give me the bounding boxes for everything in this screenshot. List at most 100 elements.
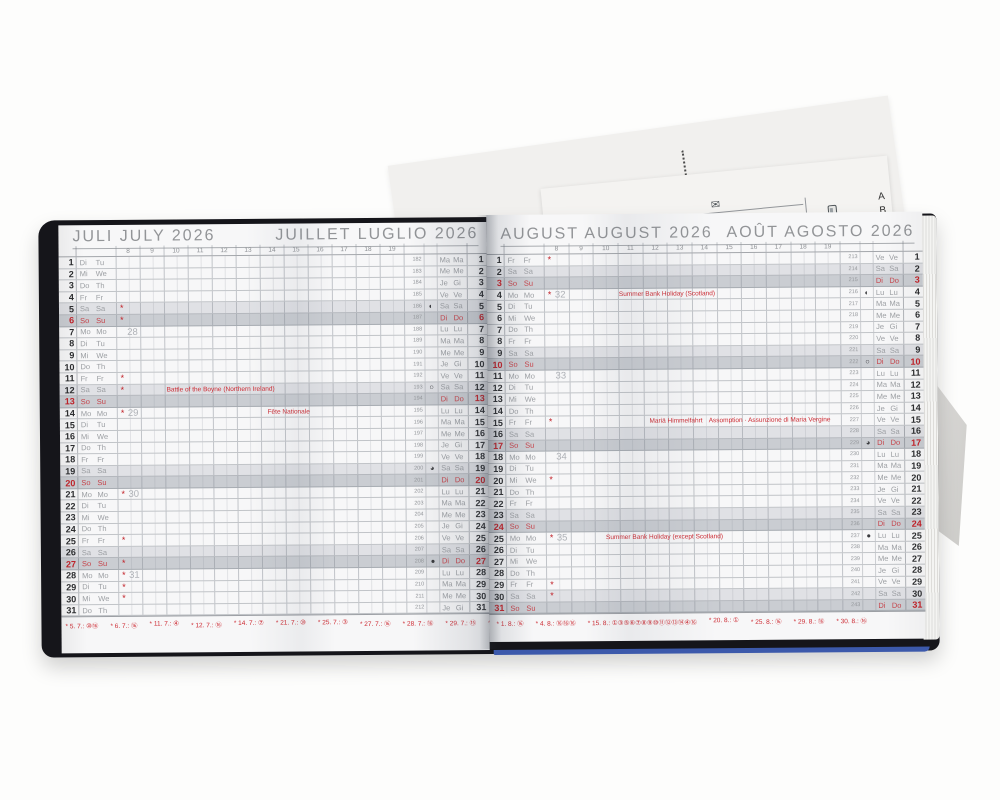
hour-cell [333,382,358,394]
day-number-left: 26 [488,544,507,556]
day-abbr-it: Ma [889,298,900,309]
day-abbr-fr: Ma [442,579,453,589]
day-number-right: 4 [914,286,920,297]
hour-cell [358,486,383,498]
hour-cell [358,533,383,544]
day-number-right: 12 [474,381,485,392]
hour-cell [766,275,792,287]
hour-cell [571,544,597,555]
day-number-right: 4 [478,289,484,300]
hour-cell [190,511,215,523]
hour-cell [570,439,596,451]
hour-cell [117,349,142,361]
day-number-right: 3 [478,277,484,288]
day-abbr-en: Su [523,278,534,288]
day-abbr-fr: Lu [875,287,885,297]
hour-cell [791,264,817,275]
hour-cell [719,542,745,554]
hour-cell [818,588,844,600]
hour-cell [190,534,215,546]
day-abbr-it: Do [891,600,902,610]
hour-cell [594,346,620,358]
hour-cell [816,333,842,345]
hour-cell [117,361,142,372]
day-abbr-en: Tu [97,501,107,511]
hour-cell [744,554,770,566]
hour-cell [643,299,669,311]
hour-cell [644,473,670,485]
day-abbr-fr: Ve [441,452,450,462]
hour-cell [719,519,745,531]
hour-cell [669,404,694,415]
hour-cell [142,442,167,453]
day-abbr-left: Fr Fr [78,535,119,547]
hour-cell [769,588,795,600]
day-abbr-en: We [97,512,109,522]
hour-cells: * Battle of the Boyne (Northern Ireland) [117,382,406,396]
hour-cell [118,477,143,488]
hour-cell [141,314,166,326]
day-of-year: 195 [405,405,426,416]
hour-cell [357,370,382,382]
hour-cells: * [116,301,406,314]
hour-label: 14 [260,244,285,255]
hour-cell [818,553,844,565]
hour-cell [286,498,311,510]
day-abbr-de: So [81,559,92,569]
day-number-right: 24 [911,518,922,529]
hour-cell [571,601,597,613]
hour-cell [383,590,408,602]
day-number-left: 27 [488,556,508,568]
day-number-left: 4 [486,289,505,301]
day-abbr-de: So [80,315,90,325]
hour-label: 19 [380,243,405,254]
hour-cell [116,256,141,268]
hour-cell [309,417,334,429]
day-abbr-left: So Su [78,558,120,570]
day-abbr-en: Th [525,487,535,497]
day-abbr-right: Lu Lu [439,486,470,497]
hour-cell [767,391,793,403]
hour-cell [261,417,286,429]
day-abbr-right: Ma Ma [875,460,906,472]
hour-cell [817,426,843,437]
day-abbr-en: Mo [524,371,535,381]
day-abbr-fr: Je [442,602,451,612]
hour-cell [768,542,794,554]
hour-cell [719,531,745,543]
hour-cell [143,604,168,616]
day-of-year: 197 [405,428,427,440]
hour-cell [261,359,286,371]
hour-label: 11 [188,245,213,256]
hour-cell [214,476,239,488]
hour-cell [212,267,237,279]
day-abbr-en: Su [524,359,534,369]
hour-cell [309,324,334,336]
day-abbr-de: So [507,278,518,288]
day-number-right: 9 [479,347,485,358]
hour-cell [141,384,166,395]
day-abbr-left: Fr Fr [506,498,547,509]
holiday-footnotes: * 1. 8.: ⑯ * 4. 8.: ⑯⑯⑯ * 15. 8.: ①③⑤⑥⑦⑧⑨⑩… [496,615,921,628]
day-abbr-it: Do [455,556,466,566]
holiday-asterisk: * [122,593,126,604]
hour-cell [261,348,286,360]
moon-phase-icon: ◐ [860,286,874,298]
day-abbr-de: Do [80,362,91,372]
hour-cell [311,568,336,580]
day-abbr-right: Me Me [874,390,905,402]
hour-cells: * [117,370,406,384]
hour-cell [545,428,571,440]
hour-cell [381,416,406,428]
day-abbr-fr: Je [876,322,885,332]
day-abbr-de: Sa [81,466,91,476]
hour-cell [214,557,240,569]
hour-cell [142,476,167,488]
day-abbr-it: Sa [891,588,901,598]
day-number-right: 13 [910,391,921,402]
hour-cell [141,326,166,337]
day-abbr-left: Mi We [79,593,120,605]
hour-cell [818,542,843,553]
hour-cell [669,450,695,462]
hour-cell [620,439,645,451]
